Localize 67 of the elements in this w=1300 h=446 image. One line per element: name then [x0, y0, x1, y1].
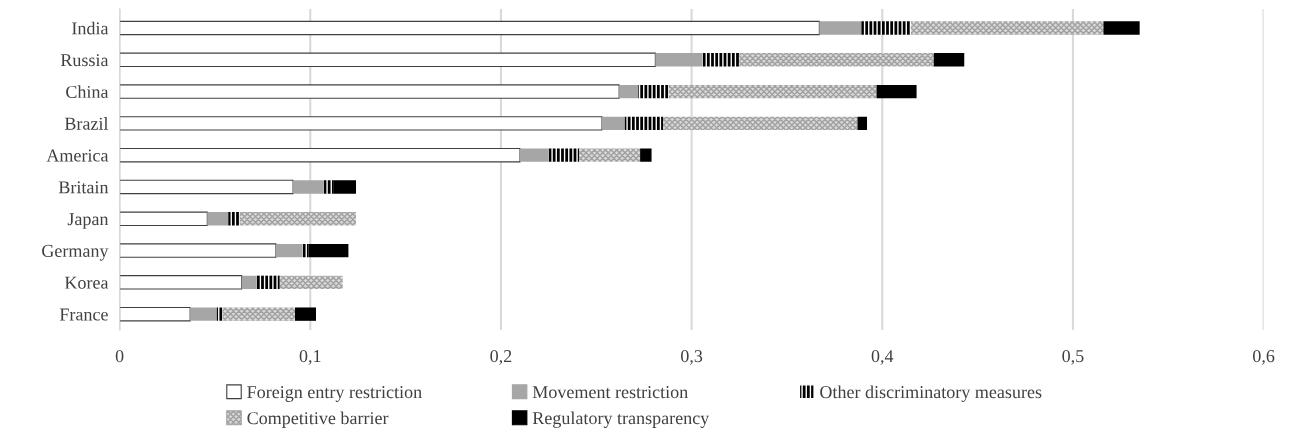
- bar: [216, 307, 223, 321]
- x-tick-label: 0,2: [490, 350, 512, 365]
- bar: [701, 53, 740, 67]
- bar: [624, 116, 663, 131]
- bar: [861, 21, 911, 35]
- bar: [1103, 21, 1140, 35]
- bar: [819, 21, 862, 35]
- bar: [579, 148, 641, 162]
- legend-label: Other discriminatory measures: [820, 385, 1042, 402]
- bar: [119, 211, 208, 226]
- bar: [119, 147, 521, 163]
- y-tick-label: Japan: [67, 213, 109, 229]
- bar: [293, 180, 324, 194]
- y-tick-label: Germany: [42, 244, 109, 261]
- legend-label: Movement restriction: [532, 386, 688, 399]
- bar: [119, 84, 620, 99]
- bar: [323, 180, 334, 194]
- bar: [222, 307, 296, 321]
- bar: [190, 307, 217, 321]
- x-tick-label: 0,4: [871, 350, 894, 365]
- bar: [119, 179, 294, 195]
- bar: [876, 84, 917, 99]
- y-tick-label: India: [72, 21, 109, 35]
- bar: [228, 212, 240, 226]
- bar: [119, 116, 603, 131]
- x-tick-label: 0,1: [299, 350, 321, 365]
- y-tick-label: Brazil: [64, 117, 109, 130]
- legend-label: Regulatory transparency: [532, 411, 710, 428]
- bar: [520, 148, 549, 162]
- bar: [548, 148, 580, 162]
- y-tick-label: Russia: [60, 54, 109, 67]
- y-tick-label: France: [59, 308, 108, 321]
- bar: [119, 306, 191, 322]
- bar: [308, 243, 349, 258]
- bar: [933, 53, 965, 67]
- bar: [239, 212, 357, 226]
- x-tick-label: 0: [115, 350, 124, 363]
- bar: [739, 53, 934, 67]
- bar: [910, 21, 1104, 35]
- y-tick-label: Korea: [64, 276, 109, 289]
- bar: [333, 180, 357, 194]
- bar: [119, 52, 656, 68]
- y-tick-label: Britain: [58, 181, 109, 194]
- x-tick-label: 0,5: [1062, 350, 1084, 365]
- bar: [619, 84, 639, 99]
- legend-label: Competitive barrier: [247, 411, 389, 428]
- bar: [668, 84, 877, 99]
- bar: [256, 275, 280, 290]
- bar: [119, 275, 243, 290]
- bar: [119, 20, 820, 36]
- bar: [638, 84, 669, 99]
- bar: [655, 53, 702, 67]
- bar: [295, 307, 316, 321]
- bar: [279, 275, 343, 290]
- y-tick-label: America: [46, 149, 109, 162]
- x-tick-label: 0,6: [1253, 350, 1275, 365]
- bar: [601, 116, 625, 131]
- legend-label: Foreign entry restriction: [247, 386, 422, 402]
- bar: [640, 148, 652, 162]
- bar: [119, 243, 277, 258]
- bar: [857, 116, 868, 131]
- bar: [241, 275, 257, 290]
- y-tick-label: China: [66, 85, 109, 99]
- bar: [663, 116, 858, 131]
- x-tick-label: 0,3: [681, 350, 703, 365]
- bar: [275, 243, 303, 258]
- bar: [207, 212, 229, 226]
